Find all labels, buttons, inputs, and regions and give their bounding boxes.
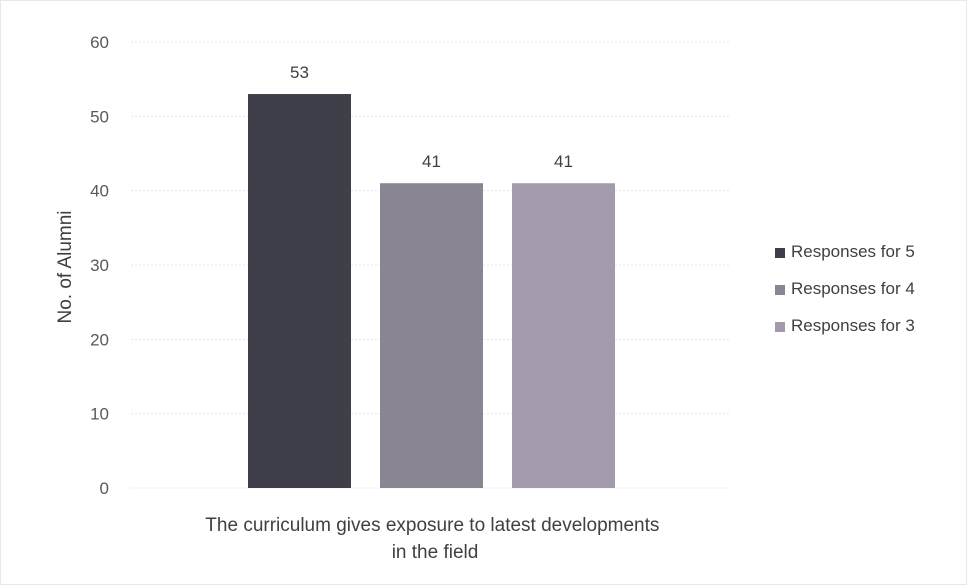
bar	[248, 94, 351, 489]
y-axis-ticks: 0 10 20 30 40 50 60	[90, 33, 109, 498]
legend-entry: Responses for 5	[791, 242, 915, 261]
legend: Responses for 5 Responses for 4 Responses …	[775, 242, 915, 335]
bar	[380, 183, 483, 488]
data-label: 53	[290, 63, 309, 82]
y-tick-label: 60	[90, 33, 109, 52]
x-category-label-line-2: in the field	[392, 542, 479, 563]
data-labels: 53 41 41	[290, 63, 573, 171]
y-tick-label: 0	[100, 479, 109, 498]
y-axis-title: No. of Alumni	[55, 211, 76, 324]
x-category-label: The curriculum gives exposure to latest …	[205, 515, 664, 563]
y-tick-label: 40	[90, 182, 109, 201]
legend-entry: Responses for 3	[791, 316, 915, 335]
bar	[512, 183, 615, 488]
bars	[248, 94, 615, 489]
y-tick-label: 20	[90, 330, 109, 349]
legend-swatch	[775, 322, 785, 332]
legend-swatch	[775, 285, 785, 295]
data-label: 41	[422, 152, 441, 171]
data-label: 41	[554, 152, 573, 171]
legend-swatch	[775, 248, 785, 258]
y-tick-label: 10	[90, 405, 109, 424]
x-category-label-line-1: The curriculum gives exposure to latest …	[205, 515, 659, 536]
y-tick-label: 30	[90, 256, 109, 275]
legend-entry: Responses for 4	[791, 279, 915, 298]
y-tick-label: 50	[90, 107, 109, 126]
